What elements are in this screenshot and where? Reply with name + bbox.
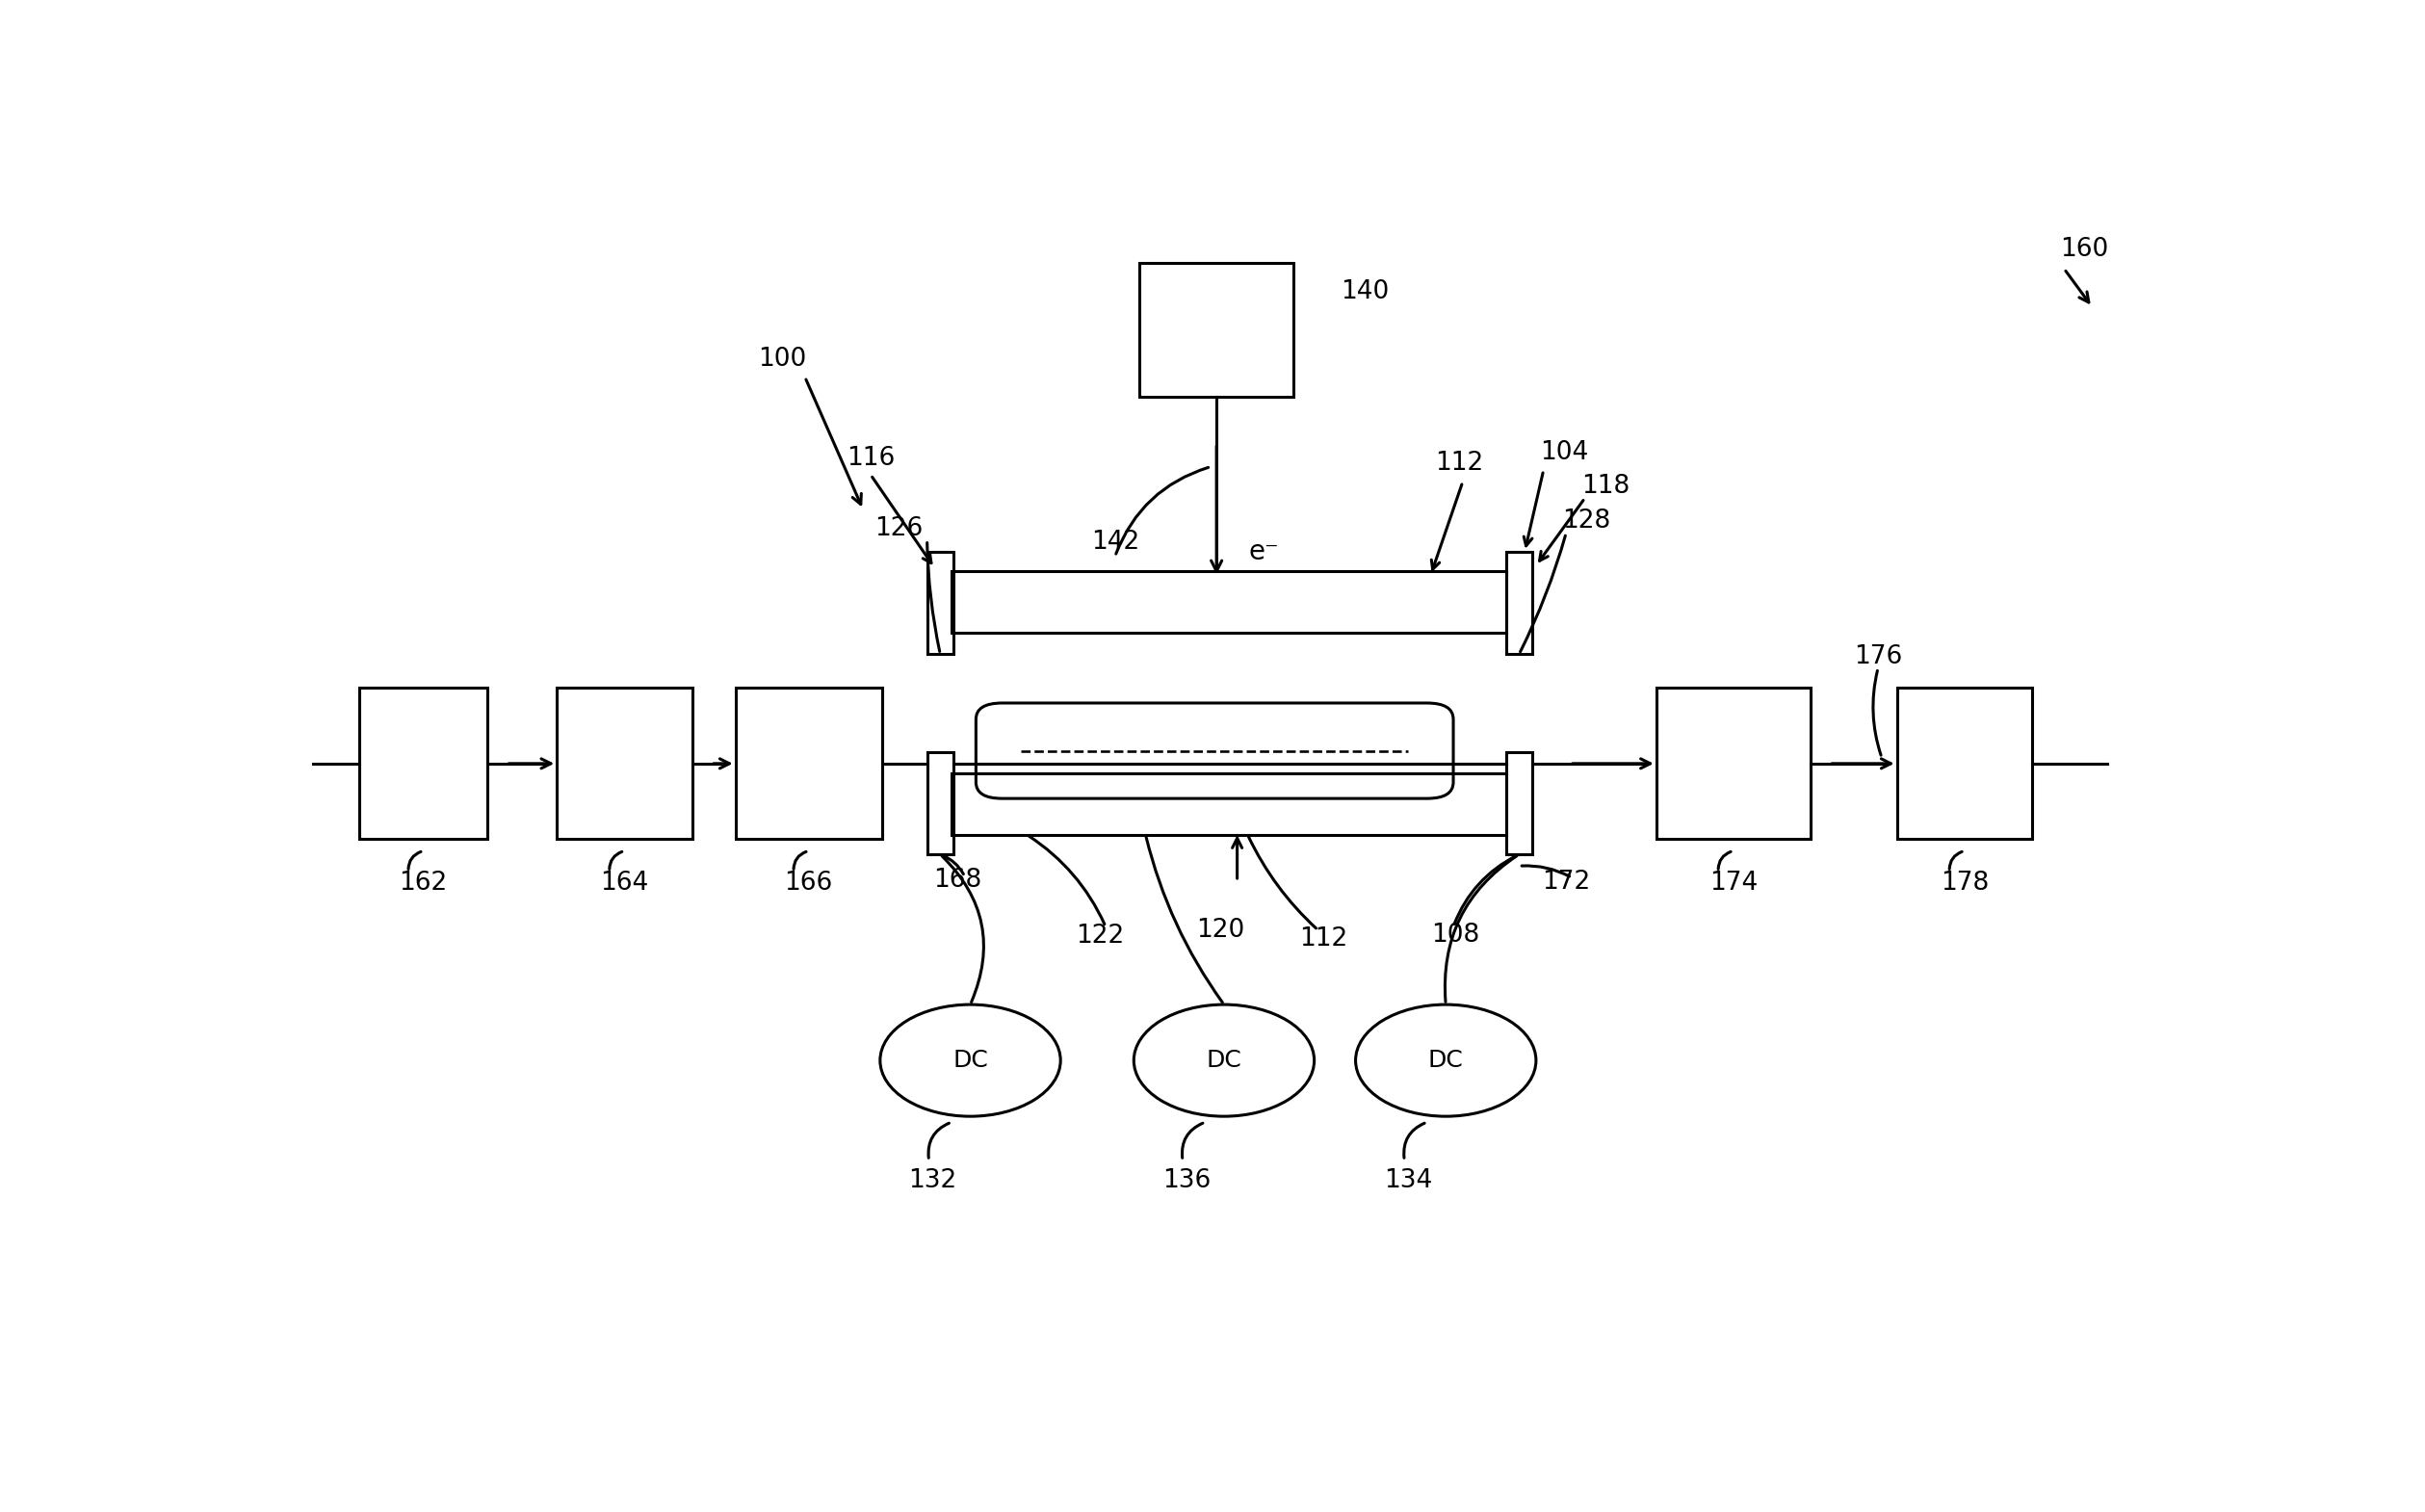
Text: 140: 140: [1341, 280, 1390, 304]
Bar: [1506, 552, 1533, 655]
Bar: [926, 751, 953, 854]
Text: 122: 122: [1077, 924, 1125, 948]
Text: 112: 112: [1436, 451, 1484, 476]
Text: 126: 126: [875, 516, 924, 541]
Text: 116: 116: [846, 446, 895, 472]
Text: 112: 112: [1300, 927, 1348, 953]
Text: 120: 120: [1196, 918, 1244, 942]
Text: 136: 136: [1162, 1167, 1210, 1193]
Text: 134: 134: [1385, 1167, 1433, 1193]
Text: 142: 142: [1091, 529, 1140, 555]
Text: 104: 104: [1540, 440, 1588, 466]
Text: 162: 162: [400, 871, 449, 897]
Text: 168: 168: [934, 868, 982, 892]
Text: DC: DC: [1428, 1049, 1462, 1072]
Text: 128: 128: [1562, 510, 1610, 534]
Text: 100: 100: [759, 348, 808, 372]
Text: 160: 160: [2061, 236, 2110, 262]
Bar: [951, 572, 1506, 634]
Text: DC: DC: [953, 1049, 987, 1072]
Bar: [1896, 688, 2032, 839]
Text: 166: 166: [783, 871, 832, 897]
Bar: [558, 688, 691, 839]
Text: 108: 108: [1431, 922, 1479, 947]
Text: 178: 178: [1940, 871, 1988, 897]
Bar: [735, 688, 883, 839]
Bar: [951, 773, 1506, 835]
Text: DC: DC: [1205, 1049, 1242, 1072]
Text: 172: 172: [1542, 869, 1591, 895]
Bar: [926, 552, 953, 655]
Text: 132: 132: [909, 1167, 958, 1193]
Text: 174: 174: [1710, 871, 1758, 897]
Bar: [1656, 688, 1811, 839]
Text: 176: 176: [1853, 644, 1901, 668]
Text: 118: 118: [1581, 473, 1630, 499]
Bar: [1506, 751, 1533, 854]
Text: 164: 164: [601, 871, 650, 897]
Bar: [1140, 263, 1293, 396]
Bar: [359, 688, 487, 839]
Text: e⁻: e⁻: [1249, 538, 1278, 565]
